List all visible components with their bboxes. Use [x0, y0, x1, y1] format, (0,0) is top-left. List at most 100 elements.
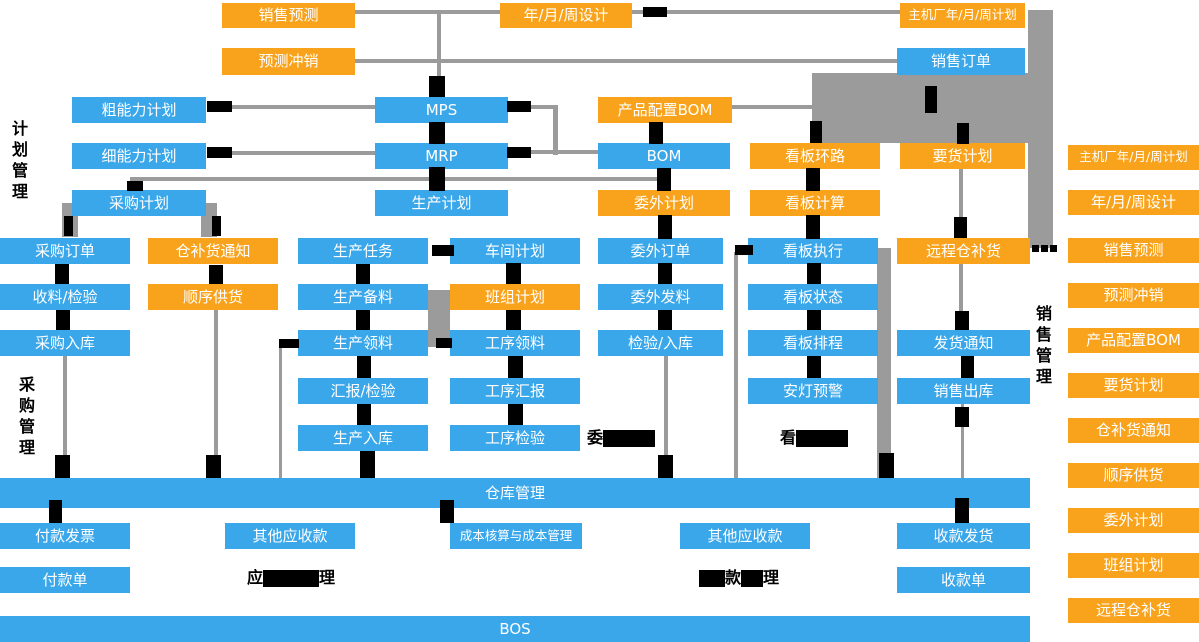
flow-node-label: 采购入库 [34, 333, 95, 352]
connector-arrow [127, 181, 143, 191]
flow-node: 生产入库 [298, 425, 428, 451]
connector-line [214, 310, 218, 478]
flow-node: 生产计划 [375, 190, 508, 216]
connector-line [732, 105, 812, 109]
connector-arrow [507, 101, 531, 112]
connector-arrow [508, 404, 523, 425]
connector-arrow [356, 310, 370, 330]
redaction-bar [796, 429, 849, 447]
flow-node: 其他应收款 [225, 523, 355, 549]
flow-node-label: 采购订单 [34, 241, 95, 260]
flow-node-label: 付款单 [42, 570, 88, 589]
connector-arrow [658, 310, 672, 330]
flow-node-label: 看板执行 [782, 241, 843, 260]
connector-arrow [357, 356, 371, 378]
flow-node-label: 班组计划 [484, 287, 545, 306]
flow-node: 产品配置BOM [598, 97, 732, 123]
connector-bundle [428, 290, 450, 347]
flow-node: 委外发料 [598, 284, 723, 310]
connector-arrow [1041, 245, 1048, 252]
connector-arrow [436, 338, 452, 348]
flow-node: 车间计划 [450, 238, 580, 264]
flow-node-label: 仓补货通知 [1095, 421, 1171, 439]
flow-node-label: 安灯预警 [782, 381, 843, 400]
flow-node-label: 预测冲销 [258, 52, 319, 70]
connector-arrow [356, 264, 370, 284]
flow-node: 仓补货通知 [1068, 418, 1199, 443]
flow-node-label: MRP [425, 146, 458, 165]
connector-arrow [955, 407, 969, 427]
flow-node-label: 委外计划 [633, 193, 694, 212]
flow-node: 委外订单 [598, 238, 723, 264]
group-label-vertical: 计划管理 [11, 119, 28, 201]
flow-node-label: 发货通知 [933, 333, 994, 352]
connector-arrow [879, 453, 894, 478]
connector-bundle [812, 73, 1028, 143]
flow-node-label: 生产领料 [332, 333, 393, 352]
flow-node: 收款单 [897, 567, 1030, 593]
flow-node-label: 远程仓补货 [1095, 601, 1171, 619]
flow-node-label: 工序汇报 [484, 381, 545, 400]
connector-line [437, 10, 441, 97]
flow-node: 成本核算与成本管理 [450, 523, 582, 549]
flow-node-label: 预测冲销 [1103, 286, 1164, 304]
flow-node-label: 其他应收款 [252, 526, 328, 545]
connector-arrow [961, 356, 974, 378]
flow-node: 远程仓补货 [897, 238, 1030, 264]
flow-node: 顺序供货 [148, 284, 278, 310]
flow-node-label: 要货计划 [1103, 376, 1164, 394]
connector-arrow [735, 245, 753, 255]
group-label-masked: 应理 [247, 568, 335, 588]
flow-node-label: 产品配置BOM [617, 100, 713, 119]
group-label-masked: 看 [780, 428, 849, 448]
connector-line [959, 169, 963, 238]
flow-node-label: 委外计划 [1103, 511, 1164, 529]
flow-node: 付款发票 [0, 523, 130, 549]
flow-node: 要货计划 [1068, 373, 1199, 398]
flow-node: 安灯预警 [748, 378, 878, 404]
flow-node-label: 仓补货通知 [175, 241, 251, 260]
flow-node-label: 看板状态 [782, 287, 843, 306]
flow-node: 工序检验 [450, 425, 580, 451]
flow-node: 班组计划 [450, 284, 580, 310]
flow-node-label: 看板环路 [784, 146, 845, 165]
connector-line [130, 177, 665, 181]
flow-node: 工序领料 [450, 330, 580, 356]
connector-arrow [807, 356, 821, 378]
flow-node-label: 生产备料 [332, 287, 393, 306]
flow-node-label: 成本核算与成本管理 [459, 527, 573, 543]
flow-node: 预测冲销 [222, 48, 355, 75]
connector-arrow [1032, 245, 1039, 252]
flow-node-label: 收料/检验 [32, 287, 98, 306]
flow-node: 汇报/检验 [298, 378, 428, 404]
flow-node: 销售出库 [897, 378, 1030, 404]
connector-line [279, 344, 282, 478]
connector-arrow [810, 121, 822, 143]
flow-node-label: 仓库管理 [484, 483, 545, 502]
flow-node-label: 汇报/检验 [330, 381, 396, 400]
flow-node-label: 年/月/周设计 [523, 6, 609, 24]
connector-arrow [207, 101, 232, 112]
connector-arrow [658, 215, 672, 239]
flow-node: 发货通知 [897, 330, 1030, 356]
flow-node-label: 顺序供货 [182, 287, 243, 306]
flow-node-label: 要货计划 [932, 146, 993, 165]
redaction-bar [603, 429, 656, 447]
group-label-vertical: 采购管理 [18, 375, 35, 457]
group-label-text: 款 [725, 568, 742, 587]
flow-node: 仓补货通知 [148, 238, 278, 264]
connector-line [734, 252, 738, 478]
flow-node-label: 销售预测 [258, 6, 319, 24]
connector-arrow [806, 215, 820, 239]
connector-arrow [429, 167, 445, 191]
connector-arrow [429, 122, 445, 144]
flow-node: 生产备料 [298, 284, 428, 310]
connector-arrow [360, 451, 375, 478]
connector-arrow [209, 265, 223, 284]
flow-node: 主机厂年/月/周计划 [1068, 145, 1199, 170]
group-label-text: 委 [587, 428, 604, 447]
flow-node: 委外计划 [598, 190, 730, 216]
flow-node: 采购订单 [0, 238, 130, 264]
flow-node: 看板计算 [750, 190, 880, 216]
